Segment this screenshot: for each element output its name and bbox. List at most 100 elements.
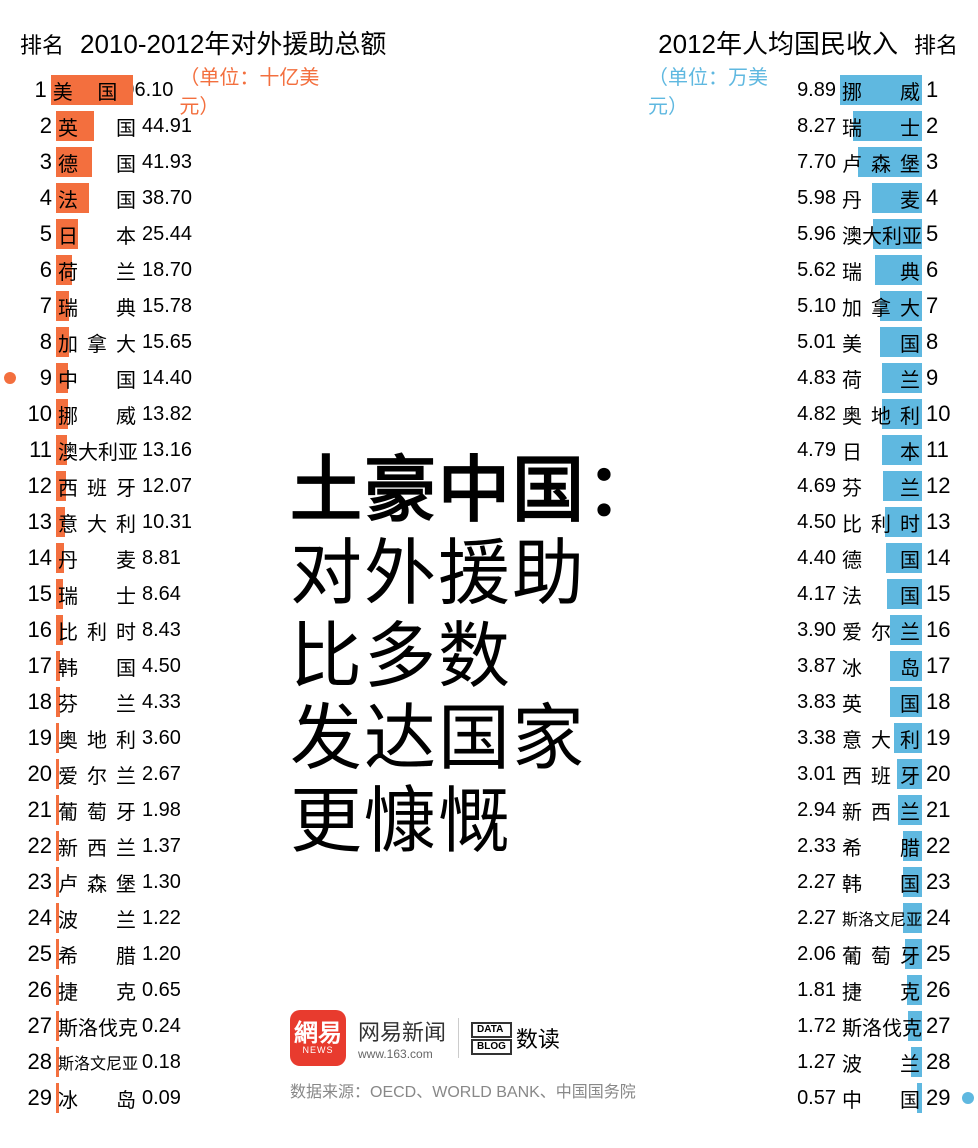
value-label: 4.50	[797, 511, 836, 534]
value-label: 4.50	[142, 655, 181, 678]
rank-number: 17	[20, 653, 52, 679]
rank-number: 13	[20, 509, 52, 535]
country-cell: 冰岛	[840, 651, 922, 681]
country-cell: 新西兰	[840, 795, 922, 825]
country-cell: 瑞士	[840, 111, 922, 141]
left-row: 25希腊1.20	[0, 936, 330, 972]
value-label: 5.98	[797, 187, 836, 210]
rank-number: 5	[20, 221, 52, 247]
country-label: 卢森堡	[56, 868, 138, 897]
rank-number: 23	[20, 869, 52, 895]
country-label: 奥地利	[56, 724, 138, 753]
country-label: 德国	[840, 544, 922, 573]
rank-number: 3	[926, 149, 958, 175]
country-cell: 法国	[840, 579, 922, 609]
country-label: 瑞士	[56, 580, 138, 609]
country-cell: 澳大利亚	[56, 435, 138, 465]
country-cell: 斯洛伐克	[840, 1011, 922, 1041]
left-row: 7瑞典15.78	[0, 288, 330, 324]
value-label: 8.27	[797, 115, 836, 138]
country-label: 韩国	[56, 652, 138, 681]
rank-number: 6	[20, 257, 52, 283]
country-label: 葡萄牙	[840, 940, 922, 969]
rank-number: 19	[20, 725, 52, 751]
right-row: （单位：万美元）9.89挪威1	[648, 72, 978, 108]
country-cell: 芬兰	[56, 687, 138, 717]
value-label: 7.70	[797, 151, 836, 174]
title-line-5: 更慷慨	[290, 781, 690, 864]
value-label: 8.43	[142, 619, 181, 642]
right-row: 4.40德国14	[648, 540, 978, 576]
title-line-2: 对外援助	[290, 533, 690, 616]
country-cell: 葡萄牙	[56, 795, 138, 825]
value-label: 1.81	[797, 979, 836, 1002]
source-text: 数据来源：OECD、WORLD BANK、中国国务院	[290, 1078, 636, 1102]
country-label: 美国	[840, 328, 922, 357]
left-row: 9中国14.40	[0, 360, 330, 396]
left-row: 13意大利10.31	[0, 504, 330, 540]
value-label: 4.82	[797, 403, 836, 426]
country-cell: 挪威	[840, 75, 922, 105]
country-cell: 意大利	[840, 723, 922, 753]
value-label: 3.38	[797, 727, 836, 750]
rank-number: 2	[20, 113, 52, 139]
center-title: 土豪中国： 对外援助 比多数 发达国家 更慷慨	[290, 450, 690, 864]
highlight-dot-icon	[4, 372, 16, 384]
left-row: 27斯洛伐克0.24	[0, 1008, 330, 1044]
country-label: 加拿大	[56, 328, 138, 357]
right-row: 8.27瑞士2	[648, 108, 978, 144]
rank-number: 26	[926, 977, 958, 1003]
right-row: 4.69芬兰12	[648, 468, 978, 504]
rank-number: 16	[926, 617, 958, 643]
left-row: 3德国41.93	[0, 144, 330, 180]
right-row: 1.81捷克26	[648, 972, 978, 1008]
left-row: 10挪威13.82	[0, 396, 330, 432]
rank-number: 5	[926, 221, 958, 247]
left-row: 6荷兰18.70	[0, 252, 330, 288]
country-label: 瑞典	[840, 256, 922, 285]
left-row: 22新西兰1.37	[0, 828, 330, 864]
left-row: 11澳大利亚13.16	[0, 432, 330, 468]
rank-number: 25	[926, 941, 958, 967]
country-cell: 意大利	[56, 507, 138, 537]
title-line-3: 比多数	[290, 616, 690, 699]
rank-number: 29	[20, 1085, 52, 1111]
rank-number: 3	[20, 149, 52, 175]
value-label: 0.65	[142, 979, 181, 1002]
rank-number: 14	[926, 545, 958, 571]
rank-number: 7	[926, 293, 958, 319]
value-label: 4.40	[797, 547, 836, 570]
right-row: 3.01西班牙20	[648, 756, 978, 792]
country-label: 爱尔兰	[56, 760, 138, 789]
right-chart: （单位：万美元）9.89挪威18.27瑞士27.70卢森堡35.98丹麦45.9…	[648, 72, 978, 1116]
rank-number: 12	[20, 473, 52, 499]
value-label: 5.01	[797, 331, 836, 354]
rank-number: 10	[926, 401, 958, 427]
country-label: 新西兰	[840, 796, 922, 825]
country-label: 丹麦	[56, 544, 138, 573]
data-cn: 数读	[516, 1022, 560, 1054]
left-chart: 1美国96.10（单位：十亿美元）2英国44.913德国41.934法国38.7…	[0, 72, 330, 1116]
country-label: 瑞典	[56, 292, 138, 321]
country-label: 中国	[840, 1084, 922, 1113]
country-label: 荷兰	[56, 256, 138, 285]
country-cell: 捷克	[56, 975, 138, 1005]
value-label: 4.69	[797, 475, 836, 498]
rank-number: 29	[926, 1085, 958, 1111]
value-label: 8.81	[142, 547, 181, 570]
country-label: 斯洛文尼亚	[840, 906, 922, 930]
country-cell: 德国	[840, 543, 922, 573]
rank-number: 27	[20, 1013, 52, 1039]
value-label: 1.72	[797, 1015, 836, 1038]
title-line-1: 土豪中国：	[290, 450, 690, 533]
country-cell: 卢森堡	[56, 867, 138, 897]
value-label: 5.96	[797, 223, 836, 246]
country-label: 英国	[840, 688, 922, 717]
country-label: 爱尔兰	[840, 616, 922, 645]
left-row: 5日本25.44	[0, 216, 330, 252]
right-row: 4.82奥地利10	[648, 396, 978, 432]
country-cell: 新西兰	[56, 831, 138, 861]
highlight-dot-icon	[962, 1092, 974, 1104]
value-label: 14.40	[142, 367, 192, 390]
value-label: 1.30	[142, 871, 181, 894]
